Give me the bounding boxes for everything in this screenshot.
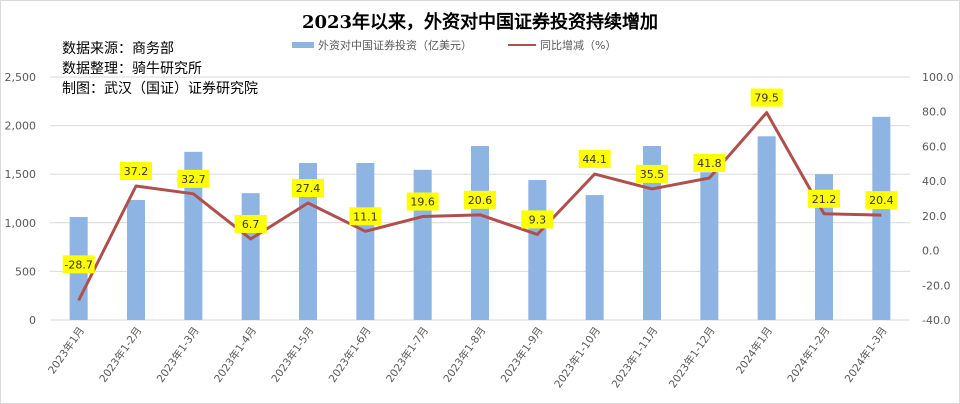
data-label-bg — [349, 207, 382, 226]
x-tick-label: 2024年1月 — [733, 324, 775, 376]
y-right-tick-label: -40.0 — [922, 314, 950, 327]
data-label: 9.3 — [529, 213, 547, 226]
data-label: 41.8 — [697, 157, 722, 170]
data-label: 6.7 — [242, 218, 260, 231]
chart-title: 2023年以来，外资对中国证券投资持续增加 — [301, 12, 659, 33]
bar — [413, 169, 432, 320]
x-tick-label: 2023年1月 — [45, 324, 87, 376]
data-label: 37.2 — [124, 165, 149, 178]
data-label: 44.1 — [582, 153, 607, 166]
bar — [815, 174, 833, 320]
data-label-bg — [177, 169, 210, 188]
data-label: 35.5 — [640, 168, 665, 181]
bar — [356, 163, 375, 320]
yoy-line — [77, 111, 882, 302]
y-right-tick-label: 100.0 — [922, 71, 954, 84]
bar — [585, 195, 604, 320]
legend-line: 同比增减（%） — [508, 37, 616, 53]
y-left-tick-label: 0 — [29, 314, 36, 327]
y-right-tick-label: 80.0 — [922, 106, 947, 119]
data-label-bg — [120, 162, 152, 181]
x-tick-label: 2023年1-7月 — [383, 324, 431, 385]
data-label: 20.6 — [468, 194, 493, 207]
y-right-tick-label: 60.0 — [922, 140, 947, 153]
bar — [471, 146, 489, 320]
data-label-bg — [578, 150, 611, 169]
author-note: 制图：武汉（国证）证券研究院 — [62, 81, 258, 97]
data-label-bg — [521, 210, 554, 229]
data-label-bg — [693, 154, 726, 173]
bar — [700, 172, 719, 320]
data-label-bg — [636, 164, 668, 183]
legend-bar-label: 外资对中国证券投资（亿美元） — [318, 39, 472, 52]
x-tick-label: 2023年1-12月 — [666, 324, 718, 390]
y-left-tick-label: 2,000 — [5, 120, 37, 133]
y-left-tick-label: 500 — [15, 265, 36, 278]
bar — [872, 116, 891, 321]
data-label-bg — [406, 192, 439, 211]
data-label: 11.1 — [353, 210, 378, 223]
x-tick-label: 2024年1-2月 — [785, 324, 833, 385]
y-right-tick-label: 0.0 — [922, 245, 940, 258]
x-tick-label: 2023年1-8月 — [441, 324, 489, 385]
data-label-bg — [62, 255, 95, 274]
bar — [241, 193, 260, 320]
x-tick-label: 2023年1-3月 — [154, 324, 202, 385]
data-label: 27.4 — [296, 182, 321, 195]
legend-line-label: 同比增减（%） — [540, 39, 617, 52]
x-tick-label: 2023年1-6月 — [326, 324, 374, 385]
data-label-bg — [750, 88, 783, 107]
x-tick-label: 2023年1-4月 — [211, 324, 259, 385]
compiler-note: 数据整理：骑牛研究所 — [62, 61, 202, 77]
y-right-tick-label: -20.0 — [922, 279, 950, 292]
y-left-tick-label: 1,500 — [5, 168, 37, 181]
legend-line-swatch — [508, 44, 536, 46]
data-label: 21.2 — [812, 193, 837, 206]
data-label: -28.7 — [64, 258, 92, 271]
bar — [299, 163, 317, 320]
data-label-bg — [865, 191, 898, 210]
source-note: 数据来源：商务部 — [62, 41, 174, 57]
data-label-bg — [808, 189, 840, 208]
data-label-bg — [464, 190, 496, 209]
x-tick-label: 2024年1-3月 — [842, 324, 890, 385]
y-left-tick-label: 2,500 — [5, 71, 37, 84]
legend-bar: 外资对中国证券投资（亿美元） — [292, 37, 472, 53]
data-label: 19.6 — [410, 196, 435, 209]
x-tick-label: 2023年1-5月 — [269, 324, 317, 385]
legend-bar-swatch — [292, 42, 314, 48]
bar — [757, 136, 776, 320]
data-label: 79.5 — [754, 92, 779, 105]
data-label: 20.4 — [869, 194, 894, 207]
y-left-tick-label: 1,000 — [5, 217, 37, 230]
y-right-tick-label: 20.0 — [922, 210, 947, 223]
data-label-bg — [234, 214, 267, 233]
bar — [127, 199, 145, 320]
data-label-bg — [292, 179, 324, 198]
x-tick-label: 2023年1-9月 — [498, 324, 546, 385]
x-tick-label: 2023年1-11月 — [609, 324, 661, 390]
bar — [528, 180, 547, 320]
x-tick-label: 2023年1-2月 — [97, 324, 145, 385]
x-tick-label: 2023年1-10月 — [551, 324, 603, 390]
y-right-tick-label: 40.0 — [922, 175, 947, 188]
data-label: 32.7 — [181, 173, 206, 186]
